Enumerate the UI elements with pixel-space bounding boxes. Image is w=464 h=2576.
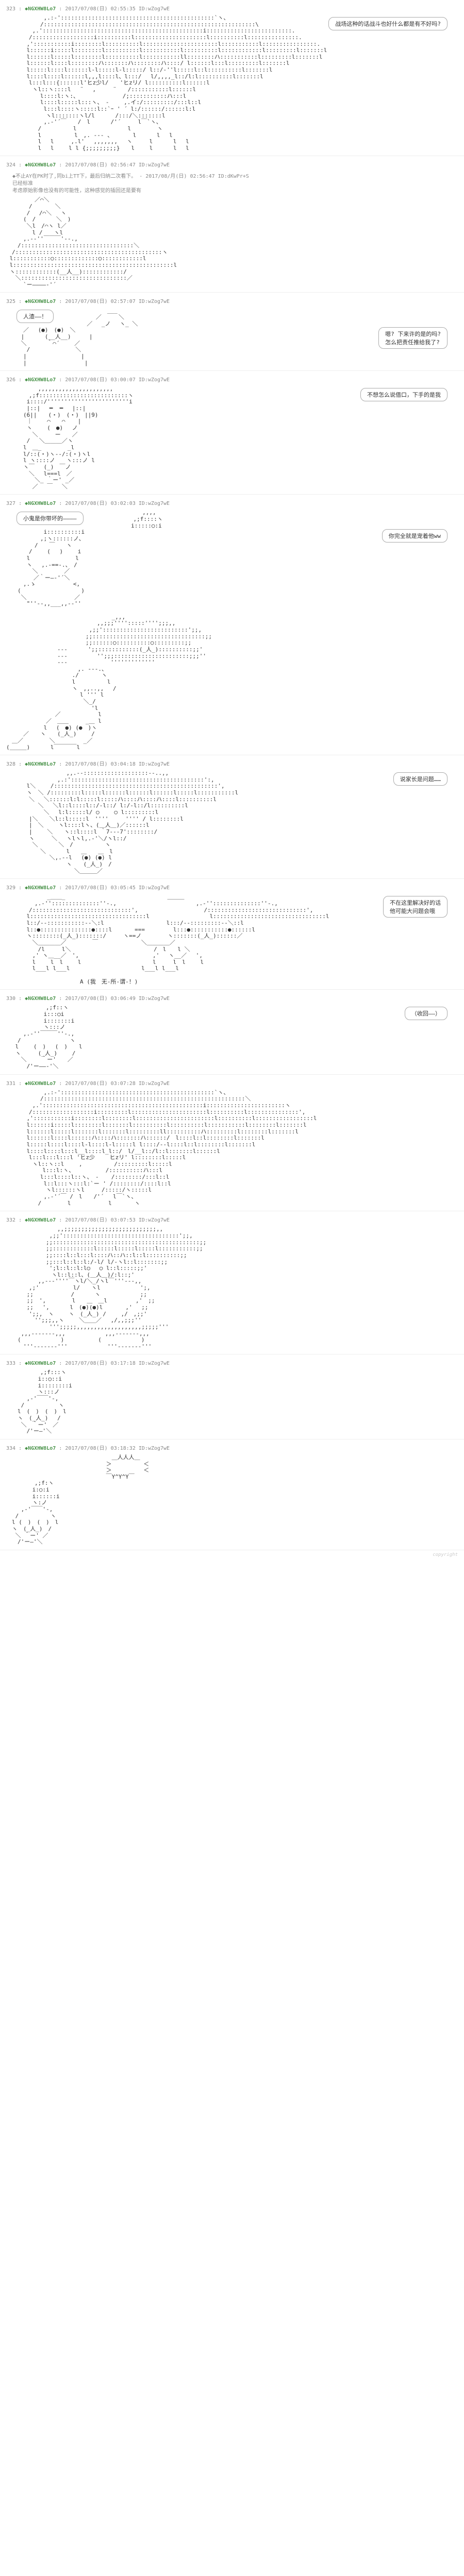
ascii-art: ,,;;;;;;;;;;;;;;;;;;;;;;;;;;;,, ,;;'::::… [6,1226,458,1350]
post-body: ／⌒＼ / ＼ / /⌒＼ ヽ ( / ＼ ) ＼l /⌒ヽ l／ l / ヽl… [6,197,458,288]
post-header: 332 : ◆NGXHW8Lo7 : 2017/07/08(日) 03:07:5… [6,1215,458,1223]
post-date: 2017/07/08(日) 03:02:03 ID:wZog7wE [65,501,170,506]
post-header: 323 : ◆NGXHW8Lo7 : 2017/07/08(日) 02:55:3… [6,4,458,12]
post-header: 329 : ◆NGXHW8Lo7 : 2017/07/08(日) 03:05:4… [6,883,458,891]
post-date: 2017/07/08(日) 02:55:35 ID:wZog7wE [65,6,170,12]
forum-post: 333 : ◆NGXHW8Lo7 : 2017/07/08(日) 03:17:1… [0,1354,464,1439]
forum-post: 324 : ◆NGXHW8Lo7 : 2017/07/08(日) 02:56:4… [0,156,464,293]
forum-post: 331 : ◆NGXHW8Lo7 : 2017/07/08(日) 03:07:2… [0,1075,464,1212]
post-date: 2017/07/08(日) 03:05:45 ID:wZog7wE [65,885,170,891]
ascii-art: ,,,, ,;f::::ヽ i:::::○:i i::::::::::i ,;ヽ… [6,510,458,751]
post-date: 2017/07/08(日) 02:56:47 ID:wZog7wE [65,162,170,168]
post-date: 2017/07/08(日) 03:17:18 ID:wZog7wE [65,1361,170,1366]
post-number: 334 [6,1446,15,1451]
dialogue-bubble: 小鬼是你带坏的———— [16,512,84,525]
post-number: 327 [6,501,15,506]
post-header: 328 : ◆NGXHW8Lo7 : 2017/07/08(日) 03:04:1… [6,759,458,767]
post-name[interactable]: ◆NGXHW8Lo7 [25,501,56,506]
ascii-art: ,,.-‐:::::::::::::::::::‐-..,, ,.:':::::… [6,770,458,874]
comment-note: ◆不止AY在PK时了,同bi上TT下，最后归纳二次看下。 - 2017/08/月… [6,171,458,197]
post-header: 325 : ◆NGXHW8Lo7 : 2017/07/08(日) 02:57:0… [6,297,458,304]
post-name[interactable]: ◆NGXHW8Lo7 [25,761,56,767]
post-date: 2017/07/08(日) 02:57:07 ID:wZog7wE [65,299,170,304]
post-body: 战场这种的话战斗也好什么都是有不好吗? ,.:‐':::::::::::::::… [6,15,458,151]
post-date: 2017/07/08(日) 03:00:07 ID:wZog7wE [65,377,170,383]
dialogue-bubble: 你完全就是宠着他ww [382,529,448,543]
post-body: ,;f:::ヽ i::○::i i::::::::i ヽ:::ノ ,-'￣￣'‐… [6,1369,458,1434]
post-body: ,.:‐':::::::::::::::::::::::::::::::::::… [6,1090,458,1207]
dialogue-bubble: 不想怎么说借口，下手的是我 [360,388,448,401]
forum-post: 329 : ◆NGXHW8Lo7 : 2017/07/08(日) 03:05:4… [0,879,464,990]
watermark: copyright [0,1550,464,1560]
post-body: 不在这里解决好的话 他可能大问题会哦 _＿＿_ ＿＿＿ ,.-'':::::::… [6,894,458,985]
post-body: 人渣——！嗯? 下来许的是的吗? 怎么把责任推给我了? ___ ／ ＼ ／ _ノ… [6,308,458,366]
post-header: 327 : ◆NGXHW8Lo7 : 2017/07/08(日) 03:02:0… [6,499,458,506]
forum-post: 326 : ◆NGXHW8Lo7 : 2017/07/08(日) 03:00:0… [0,371,464,495]
post-name[interactable]: ◆NGXHW8Lo7 [25,162,56,168]
post-header: 326 : ◆NGXHW8Lo7 : 2017/07/08(日) 03:00:0… [6,375,458,383]
forum-post: 330 : ◆NGXHW8Lo7 : 2017/07/08(日) 03:06:4… [0,990,464,1074]
ascii-art: ,,,,,,,,,,,,,,,,,,,,,, ,;f::::::::::::::… [6,386,458,490]
forum-post: 328 : ◆NGXHW8Lo7 : 2017/07/08(日) 03:04:1… [0,755,464,879]
post-name[interactable]: ◆NGXHW8Lo7 [25,1081,56,1087]
post-name[interactable]: ◆NGXHW8Lo7 [25,299,56,304]
post-date: 2017/07/08(日) 03:07:53 ID:wZog7wE [65,1217,170,1223]
post-header: 330 : ◆NGXHW8Lo7 : 2017/07/08(日) 03:06:4… [6,994,458,1002]
post-name[interactable]: ◆NGXHW8Lo7 [25,885,56,891]
post-date: 2017/07/08(日) 03:06:49 ID:wZog7wE [65,996,170,1002]
post-number: 332 [6,1217,15,1223]
forum-post: 332 : ◆NGXHW8Lo7 : 2017/07/08(日) 03:07:5… [0,1211,464,1354]
post-name[interactable]: ◆NGXHW8Lo7 [25,1446,56,1451]
post-number: 328 [6,761,15,767]
post-body: 小鬼是你带坏的————你完全就是宠着他ww ,,,, ,;f::::ヽ i:::… [6,510,458,751]
dialogue-bubble: 嗯? 下来许的是的吗? 怎么把责任推给我了? [378,327,448,349]
ascii-art: ＿人人人＿ ＞ ＜ ＞ ＜ ￣Y^Y^Y￣ ,;f:ヽ i:○:i i:::::… [6,1454,458,1546]
forum-post: 323 : ◆NGXHW8Lo7 : 2017/07/08(日) 02:55:3… [0,0,464,156]
post-body: ,,;;;;;;;;;;;;;;;;;;;;;;;;;;;,, ,;;'::::… [6,1226,458,1350]
post-header: 331 : ◆NGXHW8Lo7 : 2017/07/08(日) 03:07:2… [6,1079,458,1087]
post-body: （收回——） ,;f::ヽ i:::○i i:::::::i ヽ:::ノ ,.-… [6,1005,458,1070]
post-body: 说家长是问题…… ,,.-‐:::::::::::::::::::‐-..,, … [6,770,458,874]
post-name[interactable]: ◆NGXHW8Lo7 [25,996,56,1002]
dialogue-bubble: 战场这种的话战斗也好什么都是有不好吗? [328,17,448,30]
dialogue-bubble: 说家长是问题…… [393,772,448,786]
forum-post: 327 : ◆NGXHW8Lo7 : 2017/07/08(日) 03:02:0… [0,495,464,755]
ascii-art: ,;f:::ヽ i::○::i i::::::::i ヽ:::ノ ,-'￣￣'‐… [6,1369,458,1434]
post-number: 323 [6,6,15,12]
post-body: ＿人人人＿ ＞ ＜ ＞ ＜ ￣Y^Y^Y￣ ,;f:ヽ i:○:i i:::::… [6,1454,458,1546]
post-number: 324 [6,162,15,168]
post-name[interactable]: ◆NGXHW8Lo7 [25,1217,56,1223]
post-number: 331 [6,1081,15,1087]
post-number: 329 [6,885,15,891]
ascii-art: ,.:‐':::::::::::::::::::::::::::::::::::… [6,1090,458,1207]
post-name[interactable]: ◆NGXHW8Lo7 [25,1361,56,1366]
post-date: 2017/07/08(日) 03:07:28 ID:wZog7wE [65,1081,170,1087]
ascii-art: ,.:‐':::::::::::::::::::::::::::::::::::… [6,15,458,151]
post-header: 334 : ◆NGXHW8Lo7 : 2017/07/08(日) 03:18:3… [6,1444,458,1451]
ascii-art: ／⌒＼ / ＼ / /⌒＼ ヽ ( / ＼ ) ＼l /⌒ヽ l／ l / ヽl… [6,197,458,288]
forum-post: 325 : ◆NGXHW8Lo7 : 2017/07/08(日) 02:57:0… [0,293,464,371]
ascii-art: ,;f::ヽ i:::○i i:::::::i ヽ:::ノ ,.-''￣￣￣''… [6,1005,458,1070]
post-date: 2017/07/08(日) 03:18:32 ID:wZog7wE [65,1446,170,1451]
post-date: 2017/07/08(日) 03:04:18 ID:wZog7wE [65,761,170,767]
post-header: 333 : ◆NGXHW8Lo7 : 2017/07/08(日) 03:17:1… [6,1359,458,1366]
post-number: 333 [6,1361,15,1366]
dialogue-bubble: （收回——） [405,1007,448,1020]
post-number: 330 [6,996,15,1002]
post-number: 326 [6,377,15,383]
post-name[interactable]: ◆NGXHW8Lo7 [25,6,56,12]
post-body: 不想怎么说借口，下手的是我 ,,,,,,,,,,,,,,,,,,,,,, ,;f… [6,386,458,490]
post-header: 324 : ◆NGXHW8Lo7 : 2017/07/08(日) 02:56:4… [6,160,458,168]
dialogue-bubble: 人渣——！ [16,310,54,323]
forum-post: 334 : ◆NGXHW8Lo7 : 2017/07/08(日) 03:18:3… [0,1439,464,1550]
post-name[interactable]: ◆NGXHW8Lo7 [25,377,56,383]
post-number: 325 [6,299,15,304]
dialogue-bubble: 不在这里解决好的话 他可能大问题会哦 [383,896,448,918]
